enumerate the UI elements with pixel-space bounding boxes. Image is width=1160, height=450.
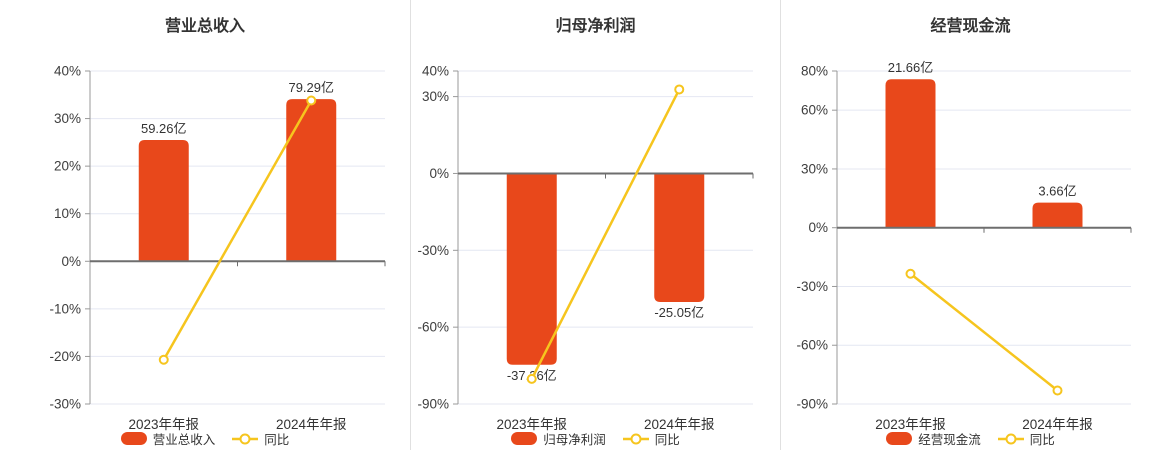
y-axis-tick-label: -20% — [49, 349, 81, 364]
bar-2023年年报 — [506, 173, 557, 365]
y-axis-tick-label: 0% — [61, 254, 81, 269]
bar-2024年年报 — [286, 99, 337, 262]
x-axis-label: 2023年年报 — [496, 417, 567, 432]
y-axis-tick-label: 40% — [422, 64, 449, 79]
y-axis-tick-label: 30% — [54, 111, 81, 126]
chart-canvas: 40%30%0%-30%-60%-90%-37.26亿-25.05亿2023年年… — [417, 64, 754, 432]
chart-canvas: 40% 30% 20% 10% 0% -10% -20% -30% 59.26亿 79.29亿 20… — [49, 64, 386, 432]
y-axis-tick-label: 20% — [54, 159, 81, 174]
y-axis-tick-label: 80% — [801, 64, 828, 79]
x-axis-label: 2024年年报 — [276, 417, 347, 432]
y-axis-tick-label: -10% — [49, 301, 81, 316]
y-axis-tick-label: -90% — [796, 397, 828, 412]
bar-series-swatch — [511, 432, 538, 445]
bar-value-label: 79.29亿 — [288, 80, 334, 95]
line-series-label: 同比 — [1029, 433, 1055, 447]
x-axis-label: 2024年年报 — [644, 417, 715, 432]
bar-value-label: -25.05亿 — [654, 305, 704, 320]
chart-legend-revenue: 营业总收入 同比 — [0, 429, 410, 448]
x-axis-label: 2023年年报 — [128, 417, 199, 432]
bar-value-label: 59.26亿 — [141, 121, 187, 136]
y-axis-tick-label: -30% — [417, 243, 449, 258]
y-axis-tick-label: 30% — [801, 161, 828, 176]
bar-2024年年报 — [1032, 202, 1083, 228]
yoy-line — [909, 272, 1059, 392]
yoy-marker — [306, 95, 317, 106]
yoy-marker — [158, 354, 169, 365]
y-axis-tick-label: 60% — [801, 103, 828, 118]
chart-title-operating-cashflow: 经营现金流 — [930, 18, 1011, 35]
x-axis-label: 2023年年报 — [875, 417, 946, 432]
yoy-marker — [526, 373, 537, 384]
line-series-marker-icon — [622, 433, 650, 445]
y-axis-tick-label: -60% — [796, 338, 828, 353]
chart-legend-net-profit: 归母净利润 同比 — [411, 429, 780, 448]
yoy-marker — [674, 84, 685, 95]
chart-panel-operating-cashflow: 经营现金流 80% 60% 30% 0% -30% -60% -90% 21.66亿 3.66亿… — [780, 0, 1160, 450]
x-axis-label: 2024年年报 — [1022, 417, 1093, 432]
y-axis-tick-label: -90% — [417, 397, 449, 412]
line-series-label: 同比 — [654, 433, 680, 447]
bar-series-swatch — [886, 432, 913, 445]
line-series-label: 同比 — [264, 433, 290, 447]
bar-series-label: 经营现金流 — [918, 433, 981, 447]
chart-plot-revenue: 40% 30% 20% 10% 0% -10% -20% -30% 59.26亿 79.29亿 20… — [0, 0, 410, 450]
chart-title-net-profit: 归母净利润 — [555, 18, 636, 35]
yoy-marker — [905, 268, 916, 279]
yoy-line — [530, 88, 681, 380]
bar-2023年年报 — [138, 139, 189, 262]
line-series-marker-icon — [997, 433, 1025, 445]
bar-series-label: 营业总收入 — [152, 433, 216, 447]
line-series-marker-icon — [231, 433, 259, 445]
yoy-line — [162, 99, 313, 361]
bar-2024年年报 — [654, 173, 705, 303]
bar-2023年年报 — [885, 79, 936, 228]
y-axis-tick-label: 40% — [54, 64, 81, 79]
y-axis-tick-label: -30% — [49, 397, 81, 412]
chart-panel-net-profit: 归母净利润 40%30%0%-30%-60%-90%-37.26亿-25.05亿… — [410, 0, 780, 450]
chart-legend-operating-cashflow: 经营现金流 同比 — [781, 429, 1160, 448]
bar-series-swatch — [120, 432, 147, 445]
y-axis-tick-label: -30% — [796, 279, 828, 294]
bar-value-label: 21.66亿 — [888, 60, 934, 75]
chart-title-revenue: 营业总收入 — [164, 18, 245, 35]
chart-panel-revenue: 营业总收入 40% 30% 20% 10% 0% -10% -20% -30% 59.26亿 79… — [0, 0, 410, 450]
chart-canvas: 80% 60% 30% 0% -30% -60% -90% 21.66亿 3.66亿 2023年年… — [796, 60, 1132, 432]
y-axis-tick-label: 10% — [54, 206, 81, 221]
y-axis-tick-label: 30% — [422, 89, 449, 104]
y-axis-tick-label: -60% — [417, 320, 449, 335]
y-axis-tick-label: 0% — [808, 220, 828, 235]
bar-series-label: 归母净利润 — [543, 433, 606, 447]
yoy-marker — [1052, 385, 1063, 396]
bar-value-label: 3.66亿 — [1038, 184, 1076, 199]
chart-plot-operating-cashflow: 80% 60% 30% 0% -30% -60% -90% 21.66亿 3.66亿 2023年年… — [781, 0, 1160, 450]
y-axis-tick-label: 0% — [429, 166, 449, 181]
chart-plot-net-profit: 40%30%0%-30%-60%-90%-37.26亿-25.05亿2023年年… — [411, 0, 780, 450]
